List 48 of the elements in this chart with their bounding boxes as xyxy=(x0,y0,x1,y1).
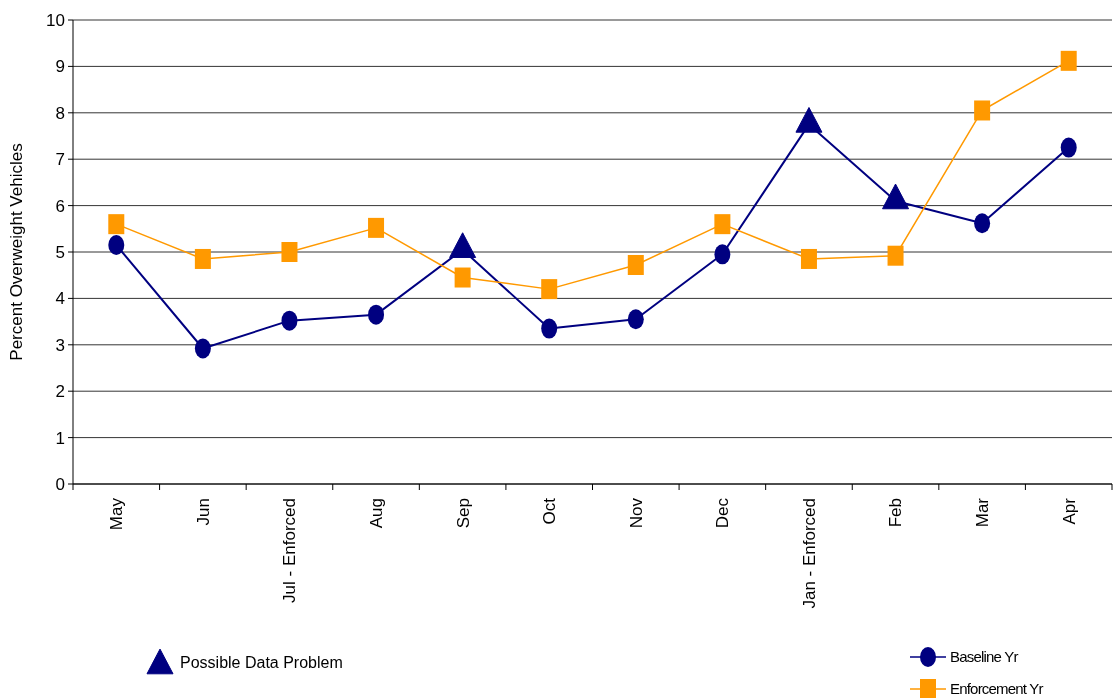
legend-label: Baseline Yr xyxy=(950,648,1019,666)
point xyxy=(887,245,904,266)
point xyxy=(368,304,385,325)
y-tick-label: 8 xyxy=(55,103,65,123)
x-tick-label: Aug xyxy=(366,498,386,529)
x-tick-label: Nov xyxy=(626,497,646,529)
point xyxy=(714,214,731,235)
point xyxy=(281,310,298,331)
y-tick-label: 5 xyxy=(55,242,65,262)
point xyxy=(194,338,211,359)
point xyxy=(368,217,385,238)
x-tick-label: Mar xyxy=(973,497,993,528)
point xyxy=(974,213,991,234)
y-tick-label: 2 xyxy=(55,382,65,402)
x-tick-label: May xyxy=(107,497,127,531)
x-tick-label: Jan - Enforced xyxy=(799,498,819,609)
point xyxy=(627,309,644,330)
point xyxy=(800,248,817,269)
x-tick-label: Oct xyxy=(540,497,560,525)
point xyxy=(454,267,471,288)
point xyxy=(714,244,731,265)
y-tick-label: 10 xyxy=(46,10,65,30)
x-tick-label: Jul - Enforced xyxy=(280,498,300,603)
y-tick-label: 3 xyxy=(55,335,65,355)
y-tick-label: 6 xyxy=(55,196,65,216)
point xyxy=(627,254,644,275)
legend-label: Enforcement Yr xyxy=(950,680,1044,698)
x-tick-label: Feb xyxy=(886,498,906,528)
point xyxy=(1060,137,1077,158)
x-tick-label: Dec xyxy=(713,497,733,529)
y-tick-label: 9 xyxy=(55,57,65,77)
point xyxy=(281,242,298,262)
x-tick-label: Jun xyxy=(193,498,213,526)
y-tick-label: 1 xyxy=(55,428,65,448)
point xyxy=(541,279,558,300)
y-axis-title: Percent Overweight Vehicles xyxy=(7,143,26,361)
x-tick-label: Sep xyxy=(453,498,473,529)
point xyxy=(108,235,125,256)
x-tick-label: Apr xyxy=(1059,497,1079,525)
legend-label: Possible Data Problem xyxy=(180,653,343,671)
point xyxy=(194,248,211,269)
point xyxy=(541,318,558,339)
y-tick-label: 4 xyxy=(55,289,65,309)
point xyxy=(974,100,991,121)
y-tick-label: 7 xyxy=(55,150,65,170)
point xyxy=(1060,50,1077,71)
y-tick-label: 0 xyxy=(55,474,65,494)
point xyxy=(108,214,125,235)
